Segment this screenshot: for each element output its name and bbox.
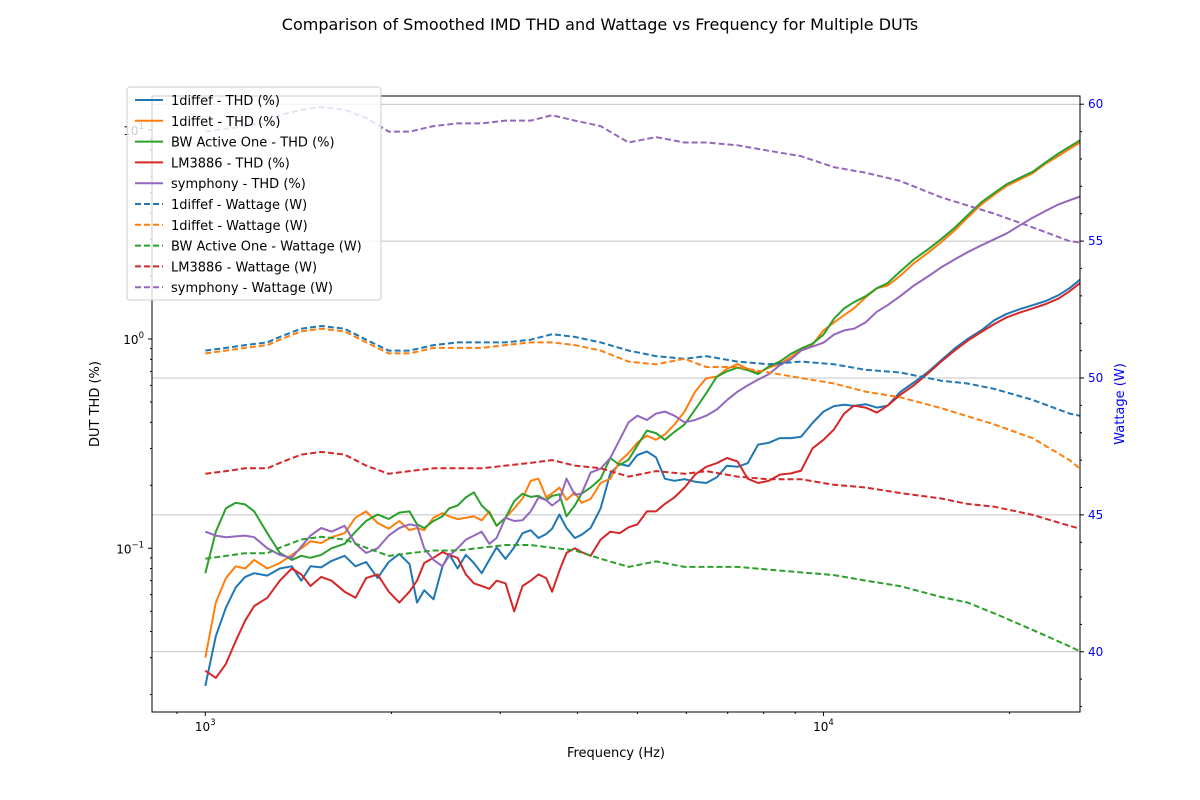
y-right-tick-label-40: 40 xyxy=(1088,645,1103,659)
x-tick-label-10000-base: 10 xyxy=(813,720,828,734)
x-tick-label-1000: 103 xyxy=(195,718,216,734)
y-left-axis-label: DUT THD (%) xyxy=(88,361,103,447)
y-right-axis-ticks: 40 45 50 55 60 xyxy=(1080,97,1103,708)
legend-label-lm3886-wattage-w: LM3886 - Wattage (W) xyxy=(171,260,317,275)
x-tick-label-10000: 104 xyxy=(813,718,834,734)
y-left-tick-label-0.1: 10−1 xyxy=(116,540,144,556)
legend-label-symphony-thd: symphony - THD (%) xyxy=(171,177,306,192)
legend-label-1diffef-thd: 1diffef - THD (%) xyxy=(171,94,280,109)
series-symphony-wattage-w xyxy=(205,106,1080,244)
y-left-tick-label-0.1-base: 10 xyxy=(116,542,131,556)
y-left-tick-label-1: 100 xyxy=(123,331,144,347)
legend-label-1diffet-thd: 1diffet - THD (%) xyxy=(171,115,281,130)
x-axis-ticks: 103 104 xyxy=(176,712,1011,734)
series-lm3886-wattage-w xyxy=(205,450,1080,530)
legend-label-bw-active-one-wattage-w: BW Active One - Wattage (W) xyxy=(171,240,362,255)
legend-label-symphony-wattage-w: symphony - Wattage (W) xyxy=(171,281,333,296)
series-1diffet-thd xyxy=(204,141,1080,658)
legend-label-1diffef-wattage-w: 1diffef - Wattage (W) xyxy=(171,198,307,213)
y-left-tick-label-1-exponent: 0 xyxy=(139,331,144,341)
y-right-tick-label-50: 50 xyxy=(1088,371,1103,385)
series-bw-active-one-thd xyxy=(204,139,1080,574)
y-right-tick-label-55: 55 xyxy=(1088,234,1103,248)
series-lines xyxy=(204,106,1080,687)
series-lm3886-thd xyxy=(204,281,1080,679)
legend-label-1diffet-wattage-w: 1diffet - Wattage (W) xyxy=(171,219,308,234)
legend-frame xyxy=(126,86,382,301)
legend-label-bw-active-one-thd: BW Active One - THD (%) xyxy=(171,136,335,151)
x-axis-label: Frequency (Hz) xyxy=(567,746,665,761)
series-1diffet-wattage-w xyxy=(205,327,1080,471)
legend-label-lm3886-thd: LM3886 - THD (%) xyxy=(171,156,290,171)
y-right-tick-label-60: 60 xyxy=(1088,97,1103,111)
y-left-tick-label-0.1-exponent: −1 xyxy=(131,540,144,550)
series-symphony-thd xyxy=(204,195,1080,568)
x-tick-label-1000-base: 10 xyxy=(195,720,210,734)
plot-frame xyxy=(151,95,1081,713)
series-bw-active-one-wattage-w xyxy=(205,535,1080,653)
x-tick-label-1000-exponent: 3 xyxy=(210,718,215,728)
y-right-axis-label: Wattage (W) xyxy=(1113,363,1128,445)
series-1diffef-thd xyxy=(204,278,1080,687)
x-tick-label-10000-exponent: 4 xyxy=(828,718,833,728)
y-left-tick-label-1-base: 10 xyxy=(123,333,138,347)
y-right-tick-label-45: 45 xyxy=(1088,508,1103,522)
series-1diffef-wattage-w xyxy=(205,325,1080,417)
legend: 1diffef - THD (%) 1diffet - THD (%) BW Act… xyxy=(126,86,382,301)
chart-title: Comparison of Smoothed IMD THD and Watta… xyxy=(282,15,918,34)
